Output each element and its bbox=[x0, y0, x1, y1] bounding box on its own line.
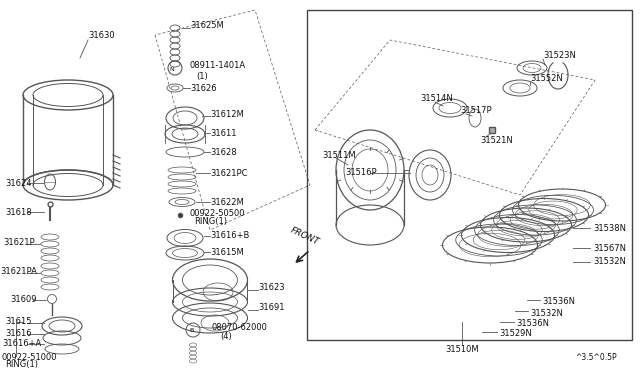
Text: 31612M: 31612M bbox=[210, 109, 244, 119]
Text: 31616+B: 31616+B bbox=[210, 231, 250, 240]
Text: RING(1): RING(1) bbox=[194, 217, 227, 225]
Text: N: N bbox=[170, 67, 174, 71]
Text: 31615M: 31615M bbox=[210, 247, 244, 257]
Text: 08070-62000: 08070-62000 bbox=[212, 324, 268, 333]
Text: 31630: 31630 bbox=[88, 31, 115, 39]
Text: 31625M: 31625M bbox=[190, 20, 224, 29]
Text: 31621PC: 31621PC bbox=[210, 169, 248, 177]
Text: 31552N: 31552N bbox=[530, 74, 563, 83]
Text: 08911-1401A: 08911-1401A bbox=[190, 61, 246, 70]
Text: 31626: 31626 bbox=[190, 83, 216, 93]
Text: 31510M: 31510M bbox=[445, 346, 479, 355]
Text: FRONT: FRONT bbox=[289, 226, 321, 247]
Text: ^3.5^0.5P: ^3.5^0.5P bbox=[575, 353, 616, 362]
Text: 31517P: 31517P bbox=[460, 106, 492, 115]
Text: 00922-50500: 00922-50500 bbox=[190, 208, 246, 218]
Text: 31514N: 31514N bbox=[420, 93, 452, 103]
Text: 31516P: 31516P bbox=[345, 167, 376, 176]
Text: 31615: 31615 bbox=[5, 317, 31, 327]
Text: 31536N: 31536N bbox=[516, 320, 549, 328]
Text: 31622M: 31622M bbox=[210, 198, 244, 206]
Text: 31621PA: 31621PA bbox=[0, 267, 37, 276]
Text: RING(1): RING(1) bbox=[5, 360, 38, 369]
Text: 31611: 31611 bbox=[210, 128, 237, 138]
Text: 31609: 31609 bbox=[10, 295, 36, 305]
Text: 31628: 31628 bbox=[210, 148, 237, 157]
Text: 31621P: 31621P bbox=[3, 237, 35, 247]
Text: (1): (1) bbox=[196, 71, 208, 80]
Text: 31536N: 31536N bbox=[542, 298, 575, 307]
Text: B: B bbox=[189, 328, 193, 334]
Text: 31567N: 31567N bbox=[593, 244, 626, 253]
Text: 00922-51000: 00922-51000 bbox=[2, 353, 58, 362]
Text: 31523N: 31523N bbox=[543, 51, 576, 60]
Text: 31623: 31623 bbox=[258, 282, 285, 292]
Bar bbox=[307, 10, 632, 340]
Text: 31538N: 31538N bbox=[593, 224, 626, 232]
Text: 31624: 31624 bbox=[5, 179, 31, 187]
Text: (4): (4) bbox=[220, 333, 232, 341]
Text: 31532N: 31532N bbox=[530, 308, 563, 317]
Text: 31616: 31616 bbox=[5, 328, 31, 337]
Text: 31529N: 31529N bbox=[499, 330, 532, 339]
Text: 31521N: 31521N bbox=[480, 135, 513, 144]
Text: 31618: 31618 bbox=[5, 208, 31, 217]
Text: 31511M: 31511M bbox=[322, 151, 356, 160]
Text: 31532N: 31532N bbox=[593, 257, 626, 266]
Text: 31691: 31691 bbox=[258, 304, 285, 312]
Text: 31616+A: 31616+A bbox=[2, 340, 41, 349]
